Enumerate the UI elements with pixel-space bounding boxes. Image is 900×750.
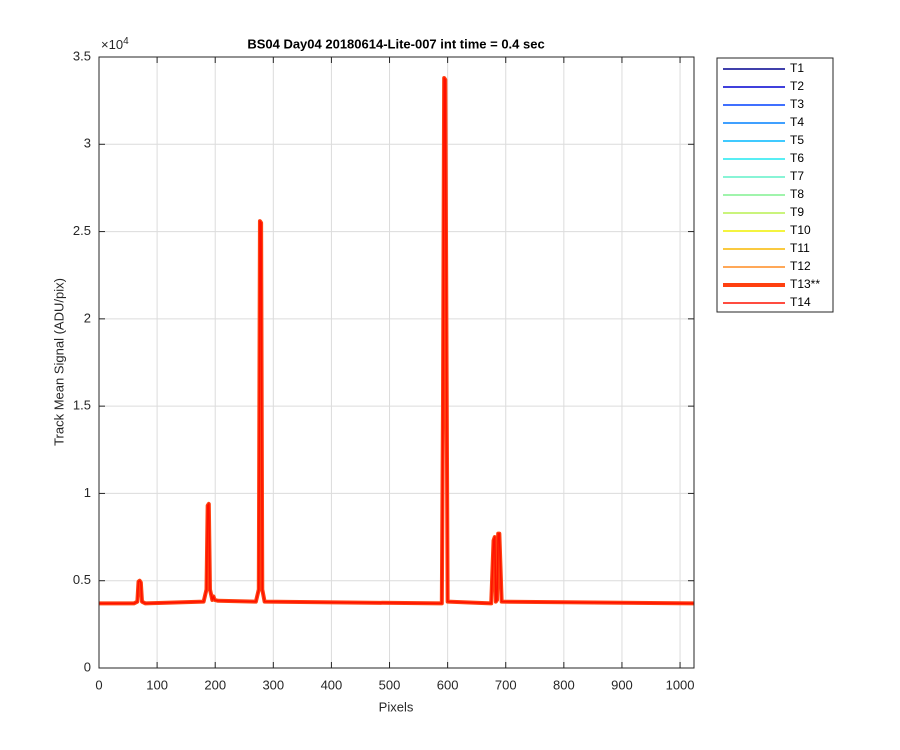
lines	[99, 75, 695, 606]
legend-label: T4	[790, 115, 804, 129]
x-tick-label: 1000	[666, 677, 695, 692]
legend-label: T3	[790, 97, 804, 111]
x-tick-label: 100	[146, 677, 168, 692]
x-tick-label: 900	[611, 677, 633, 692]
legend-label: T14	[790, 295, 811, 309]
legend-label: T8	[790, 187, 804, 201]
legend-label: T9	[790, 205, 804, 219]
y-tick-label: 1	[84, 485, 91, 500]
legend-label: T2	[790, 79, 804, 93]
legend-label: T12	[790, 259, 811, 273]
x-tick-label: 400	[321, 677, 343, 692]
legend-label: T1	[790, 61, 804, 75]
chart-title: BS04 Day04 20180614-Lite-007 int time = …	[247, 36, 544, 51]
legend: T1 T2 T3 T4 T5 T6 T7 T8 T9 T10 T11 T12 T13** T14	[716, 57, 834, 313]
plot-area	[99, 57, 694, 668]
x-tick-label: 600	[437, 677, 459, 692]
legend-label: T5	[790, 133, 804, 147]
x-tick-label: 800	[553, 677, 575, 692]
legend-label: T7	[790, 169, 804, 183]
y-tick-label: 3	[84, 136, 91, 151]
x-tick-label: 500	[379, 677, 401, 692]
y-multiplier: ×104	[101, 36, 129, 53]
ticks: 0 100 200 300 400 500 600 700 800 900 1000 0 0.5 1 1.5…	[73, 48, 695, 692]
x-tick-label: 200	[204, 677, 226, 692]
legend-box	[716, 57, 834, 313]
y-tick-label: 0	[84, 659, 91, 674]
y-tick-label: 2.5	[73, 223, 91, 238]
axes-box	[98, 56, 695, 669]
x-tick-label: 0	[95, 677, 102, 692]
x-axis-label: Pixels	[379, 699, 414, 714]
y-tick-label: 0.5	[73, 572, 91, 587]
x-tick-label: 700	[495, 677, 517, 692]
y-axis-label: Track Mean Signal (ADU/pix)	[51, 278, 66, 446]
legend-label: T10	[790, 223, 811, 237]
legend-label: T6	[790, 151, 804, 165]
series-line	[99, 77, 695, 605]
y-tick-label: 2	[84, 310, 91, 325]
legend-label: T13**	[790, 277, 820, 291]
legend-label: T11	[790, 241, 810, 255]
x-tick-label: 300	[262, 677, 284, 692]
y-tick-label: 1.5	[73, 398, 91, 413]
y-tick-label: 3.5	[73, 48, 91, 63]
